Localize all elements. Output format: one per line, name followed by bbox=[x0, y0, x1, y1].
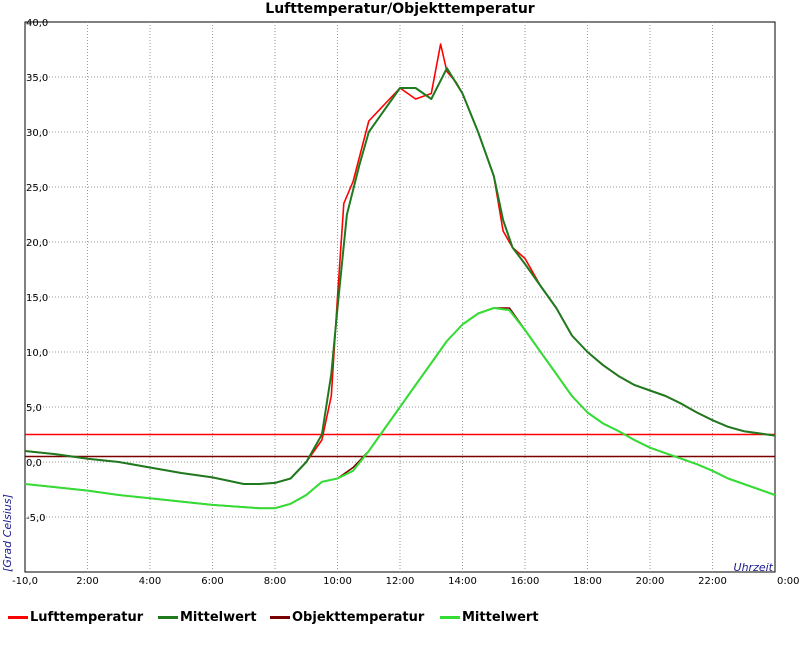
legend-item-lufttemperatur: Lufttemperatur bbox=[8, 608, 143, 626]
x-tick-label: 6:00 bbox=[201, 576, 223, 587]
x-tick-label: 2:00 bbox=[76, 576, 98, 587]
x-tick-label: 0:00 bbox=[777, 576, 799, 587]
y-axis-label: [Grad Celsius] bbox=[1, 494, 14, 572]
y-tick-label: -5,0 bbox=[26, 513, 46, 524]
series-line-mittelwert-1 bbox=[24, 67, 776, 485]
legend-label-objekttemperatur: Objekttemperatur bbox=[292, 609, 425, 625]
chart-title: Lufttemperatur/Objekttemperatur bbox=[265, 1, 535, 17]
y-tick-label: 5,0 bbox=[26, 403, 42, 414]
legend-item-mittelwert-1: Mittelwert bbox=[158, 608, 257, 626]
y-tick-label: 35,0 bbox=[26, 73, 48, 84]
series-group bbox=[24, 43, 776, 510]
x-axis-label: Uhrzeit bbox=[734, 561, 774, 574]
reference-lines bbox=[25, 433, 775, 458]
x-tick-label: 20:00 bbox=[636, 576, 665, 587]
legend-swatch-lufttemperatur bbox=[8, 615, 28, 619]
x-tick-label: 8:00 bbox=[264, 576, 286, 587]
legend-swatch-mittelwert-2 bbox=[440, 615, 460, 619]
legend: Lufttemperatur Mittelwert Objekttemperat… bbox=[8, 608, 798, 628]
x-tick-label: 4:00 bbox=[139, 576, 161, 587]
x-axis-ticks: -10,0 2:00 4:00 6:00 8:00 10:00 12:00 14:00 16:0… bbox=[12, 576, 799, 587]
x-tick-label: 10:00 bbox=[323, 576, 352, 587]
y-tick-label: 25,0 bbox=[26, 183, 48, 194]
series-line-mittelwert-2 bbox=[24, 307, 776, 510]
legend-label-lufttemperatur: Lufttemperatur bbox=[30, 609, 144, 625]
x-tick-label: 12:00 bbox=[386, 576, 415, 587]
y-tick-label: 10,0 bbox=[26, 348, 48, 359]
legend-item-objekttemperatur: Objekttemperatur bbox=[270, 608, 424, 626]
x-tick-label: 18:00 bbox=[573, 576, 602, 587]
y-tick-label: 40,0 bbox=[26, 18, 48, 29]
x-tick-label: 14:00 bbox=[448, 576, 477, 587]
x-tick-label: -10,0 bbox=[12, 576, 38, 587]
x-tick-label: 16:00 bbox=[511, 576, 540, 587]
legend-label-mittelwert-1: Mittelwert bbox=[180, 609, 257, 625]
y-tick-label: 15,0 bbox=[26, 293, 48, 304]
y-tick-label: 30,0 bbox=[26, 128, 48, 139]
legend-swatch-objekttemperatur bbox=[270, 615, 290, 619]
x-tick-label: 22:00 bbox=[698, 576, 727, 587]
y-axis-ticks: 40,0 35,0 30,0 25,0 20,0 15,0 10,0 5,0 0,0 -5,0 bbox=[26, 18, 48, 524]
y-tick-label: 0,0 bbox=[26, 458, 42, 469]
legend-swatch-mittelwert-1 bbox=[158, 615, 178, 619]
y-tick-label: 20,0 bbox=[26, 238, 48, 249]
legend-item-mittelwert-2: Mittelwert bbox=[440, 608, 539, 626]
legend-label-mittelwert-2: Mittelwert bbox=[462, 609, 539, 625]
